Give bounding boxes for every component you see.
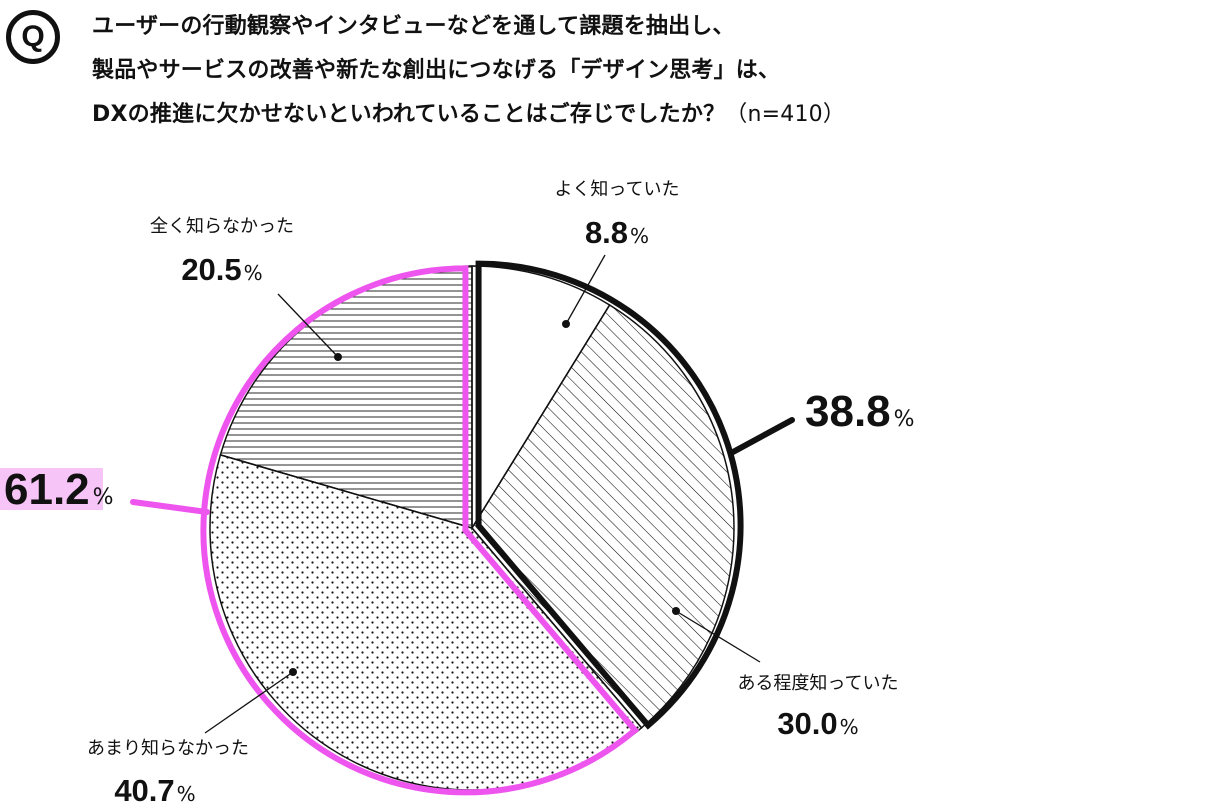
slice-value-unit-3: %: [177, 782, 196, 806]
group-outline-1: [475, 260, 744, 730]
leader-line-4: [277, 293, 339, 358]
pie-slice-2: [471, 304, 735, 729]
leader-line-1: [565, 254, 606, 325]
group-highlight-2: [0, 468, 103, 510]
slice-value-3: 40.7%: [114, 773, 195, 808]
group-total-unit-2: %: [93, 485, 114, 510]
group-total-2: 61.2%: [4, 465, 114, 514]
slice-label-1: よく知っていた: [554, 179, 679, 200]
slice-value-unit-2: %: [840, 715, 859, 739]
group-outline-2: [200, 265, 640, 796]
slice-value-number-2: 30.0: [777, 706, 837, 741]
slice-label-2: ある程度知っていた: [737, 673, 898, 694]
slice-value-number-4: 20.5: [181, 252, 241, 287]
leader-dot-2: [672, 607, 680, 615]
question-line-2: 製品やサービスの改善や新たな創出につなげる「デザイン思考」は、: [92, 58, 781, 83]
question-badge: Q: [6, 10, 60, 64]
leader-line-2: [675, 610, 761, 663]
leader-line-3: [204, 671, 294, 734]
slice-label-3: あまり知らなかった: [87, 738, 249, 759]
slice-value-unit-1: %: [630, 224, 649, 248]
slice-value-4: 20.5%: [181, 252, 262, 287]
group-leader-1: [730, 417, 795, 455]
group-total-number-1: 38.8: [805, 387, 891, 436]
leader-dot-4: [334, 353, 342, 361]
sample-size: （n=410）: [725, 102, 846, 127]
question-line-3-text: DXの推進に欠かせないといわれていることはご存じでしたか？: [92, 102, 726, 127]
leader-dot-3: [289, 668, 297, 676]
slice-value-1: 8.8%: [585, 215, 649, 250]
group-total-unit-1: %: [894, 407, 915, 432]
leader-dot-1: [562, 320, 570, 328]
slice-value-number-1: 8.8: [585, 215, 628, 250]
slice-value-2: 30.0%: [777, 706, 858, 741]
question-line-3: DXの推進に欠かせないといわれていることはご存じでしたか？（n=410）: [92, 96, 845, 128]
group-total-number-2: 61.2: [4, 465, 90, 514]
slice-value-unit-4: %: [244, 261, 263, 285]
slice-label-4: 全く知らなかった: [150, 216, 294, 237]
group-total-1: 38.8%: [805, 387, 915, 436]
group-leader-2: [130, 499, 210, 515]
question-line-1: ユーザーの行動観察やインタビューなどを通して課題を抽出し、: [92, 14, 735, 39]
slice-value-number-3: 40.7: [114, 773, 174, 808]
